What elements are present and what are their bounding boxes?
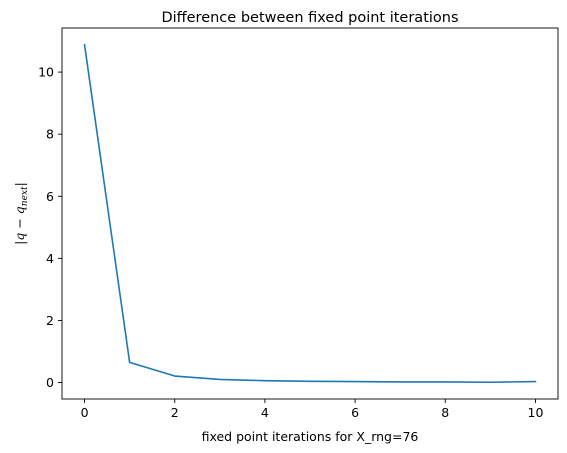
y-tick-label: 2	[46, 313, 54, 328]
series-group	[83, 43, 537, 384]
x-axis-label: fixed point iterations for X_rng=76	[202, 429, 419, 444]
y-axis-label: |q − qnext|	[12, 182, 30, 245]
series-line	[83, 43, 537, 384]
y-tick-label: 0	[46, 375, 54, 390]
x-tick-label: 6	[351, 405, 359, 420]
x-tick-label: 2	[171, 405, 179, 420]
x-tick-label: 8	[441, 405, 449, 420]
x-tick-label: 4	[261, 405, 269, 420]
y-axis-ticks: 0 2 4 6 8 10	[38, 65, 62, 390]
chart-title: Difference between fixed point iteration…	[161, 10, 458, 26]
x-axis-ticks: 0 2 4 6 8 10	[81, 399, 544, 420]
x-tick-label: 0	[81, 405, 89, 420]
x-tick-label: 10	[528, 405, 544, 420]
y-axis-label-main: |q − q	[12, 206, 27, 245]
y-axis-label-subscript: next	[20, 186, 30, 206]
y-axis-label-close: |	[12, 182, 27, 186]
plot-area	[61, 27, 559, 400]
y-tick-label: 10	[38, 65, 54, 80]
axes-frame	[61, 27, 559, 400]
y-tick-label: 8	[46, 127, 54, 142]
y-tick-label: 6	[46, 189, 54, 204]
y-tick-label: 4	[46, 251, 54, 266]
